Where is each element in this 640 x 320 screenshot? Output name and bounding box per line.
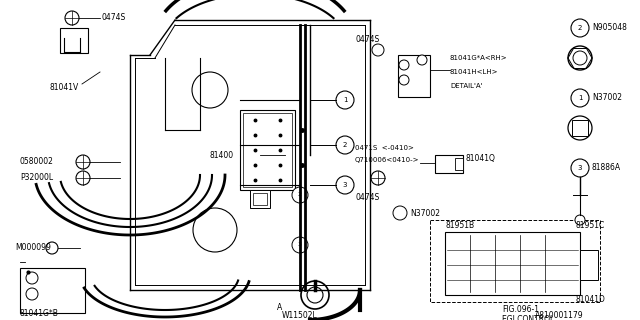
Text: 0474S: 0474S [102,13,126,22]
Text: DETAIL'A': DETAIL'A' [450,83,483,89]
Text: A: A [277,302,283,311]
Text: 2: 2 [298,193,302,197]
Bar [580,250,598,280]
Text: 81041H<LH>: 81041H<LH> [450,69,499,75]
Circle shape [399,75,409,85]
Circle shape [46,242,58,254]
Circle shape [76,171,90,185]
Circle shape [26,288,38,300]
Text: N37002: N37002 [592,93,622,102]
Circle shape [371,171,385,185]
Circle shape [192,72,228,108]
Circle shape [399,60,409,70]
Circle shape [372,44,384,56]
Text: M000099: M000099 [15,244,51,252]
Bar [572,120,588,136]
Text: 0474S: 0474S [355,194,380,203]
Text: N37002: N37002 [410,209,440,218]
Text: 81041Q: 81041Q [465,154,495,163]
Circle shape [417,55,427,65]
Text: Q710006<0410->: Q710006<0410-> [355,157,419,163]
Text: 81041V: 81041V [50,84,79,92]
Circle shape [65,11,79,25]
Text: 2: 2 [343,142,347,148]
Bar [435,155,463,173]
Bar [243,113,292,187]
Text: 1: 1 [578,95,582,101]
Text: FIG.096-1: FIG.096-1 [502,306,539,315]
Text: 81951C: 81951C [575,220,604,229]
Text: 2: 2 [578,25,582,31]
Text: EGI CONTROL: EGI CONTROL [502,316,554,320]
Text: 81400: 81400 [210,150,234,159]
Circle shape [571,159,589,177]
Text: 81886A: 81886A [592,164,621,172]
Circle shape [571,19,589,37]
Text: 3: 3 [578,165,582,171]
Circle shape [76,155,90,169]
Circle shape [575,215,585,225]
Bar [250,190,270,208]
Circle shape [307,287,323,303]
Circle shape [571,89,589,107]
Polygon shape [445,232,580,295]
Bar [20,268,85,313]
Circle shape [193,208,237,252]
Text: 81951B: 81951B [445,220,474,229]
Circle shape [292,187,308,203]
Text: 0471S  <-0410>: 0471S <-0410> [355,145,414,151]
Circle shape [301,281,329,309]
Bar [455,158,463,170]
Circle shape [26,272,38,284]
Text: W11502L: W11502L [282,310,317,319]
Text: 0474S: 0474S [356,36,380,44]
Bar [240,110,295,190]
Circle shape [292,237,308,253]
Text: 0580002: 0580002 [20,157,54,166]
Bar [430,220,600,302]
Text: A810001179: A810001179 [535,311,584,320]
Text: P32000L: P32000L [20,173,53,182]
Bar [60,28,88,53]
Circle shape [573,51,587,65]
Circle shape [568,116,592,140]
Text: 81041G*B: 81041G*B [20,308,59,317]
Text: N905048: N905048 [592,23,627,33]
Circle shape [393,206,407,220]
Text: 1: 1 [343,97,348,103]
Circle shape [336,176,354,194]
Circle shape [336,136,354,154]
Circle shape [336,91,354,109]
Text: 3: 3 [343,182,348,188]
Text: 81041D: 81041D [575,295,605,305]
Text: 81041G*A<RH>: 81041G*A<RH> [450,55,508,61]
Text: 3: 3 [298,243,302,247]
Bar [253,193,267,205]
Circle shape [568,46,592,70]
Bar [398,55,430,97]
